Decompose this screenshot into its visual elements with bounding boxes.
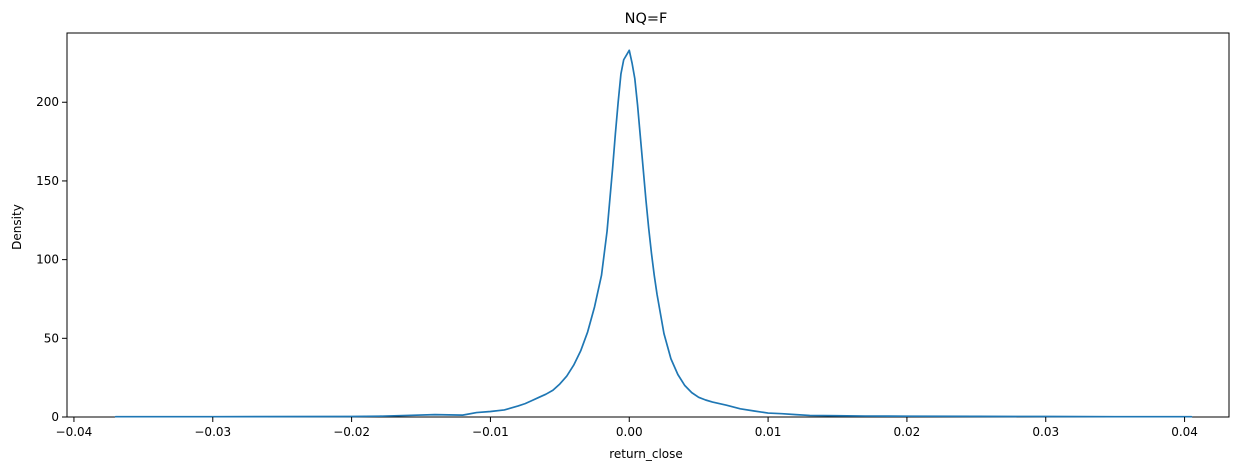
x-tick-label: −0.01	[472, 425, 509, 439]
x-tick-label: 0.01	[755, 425, 782, 439]
x-tick-label: 0.04	[1171, 425, 1198, 439]
x-tick-label: 0.00	[616, 425, 643, 439]
y-tick-label: 100	[36, 253, 59, 267]
y-tick-label: 50	[44, 331, 59, 345]
y-axis: 0 50 100 150 200	[36, 95, 67, 424]
y-axis-title: Density	[10, 204, 24, 250]
x-tick-label: −0.04	[56, 425, 93, 439]
series-layer	[114, 49, 1193, 418]
plot-frame	[66, 32, 1230, 418]
x-axis-title: return_close	[609, 447, 683, 461]
chart-title: NQ=F	[625, 11, 668, 27]
x-tick-label: 0.02	[894, 425, 921, 439]
x-tick-label: −0.03	[194, 425, 231, 439]
y-tick-label: 0	[51, 410, 59, 424]
y-tick-label: 200	[36, 95, 59, 109]
y-tick-label: 150	[36, 174, 59, 188]
x-axis: −0.04 −0.03 −0.02 −0.01 0.00 0.01 0.02 0.03 0.04	[56, 417, 1198, 439]
x-tick-label: 0.03	[1032, 425, 1059, 439]
plot-area	[66, 32, 1230, 418]
x-tick-label: −0.02	[333, 425, 370, 439]
density-line	[114, 49, 1193, 418]
